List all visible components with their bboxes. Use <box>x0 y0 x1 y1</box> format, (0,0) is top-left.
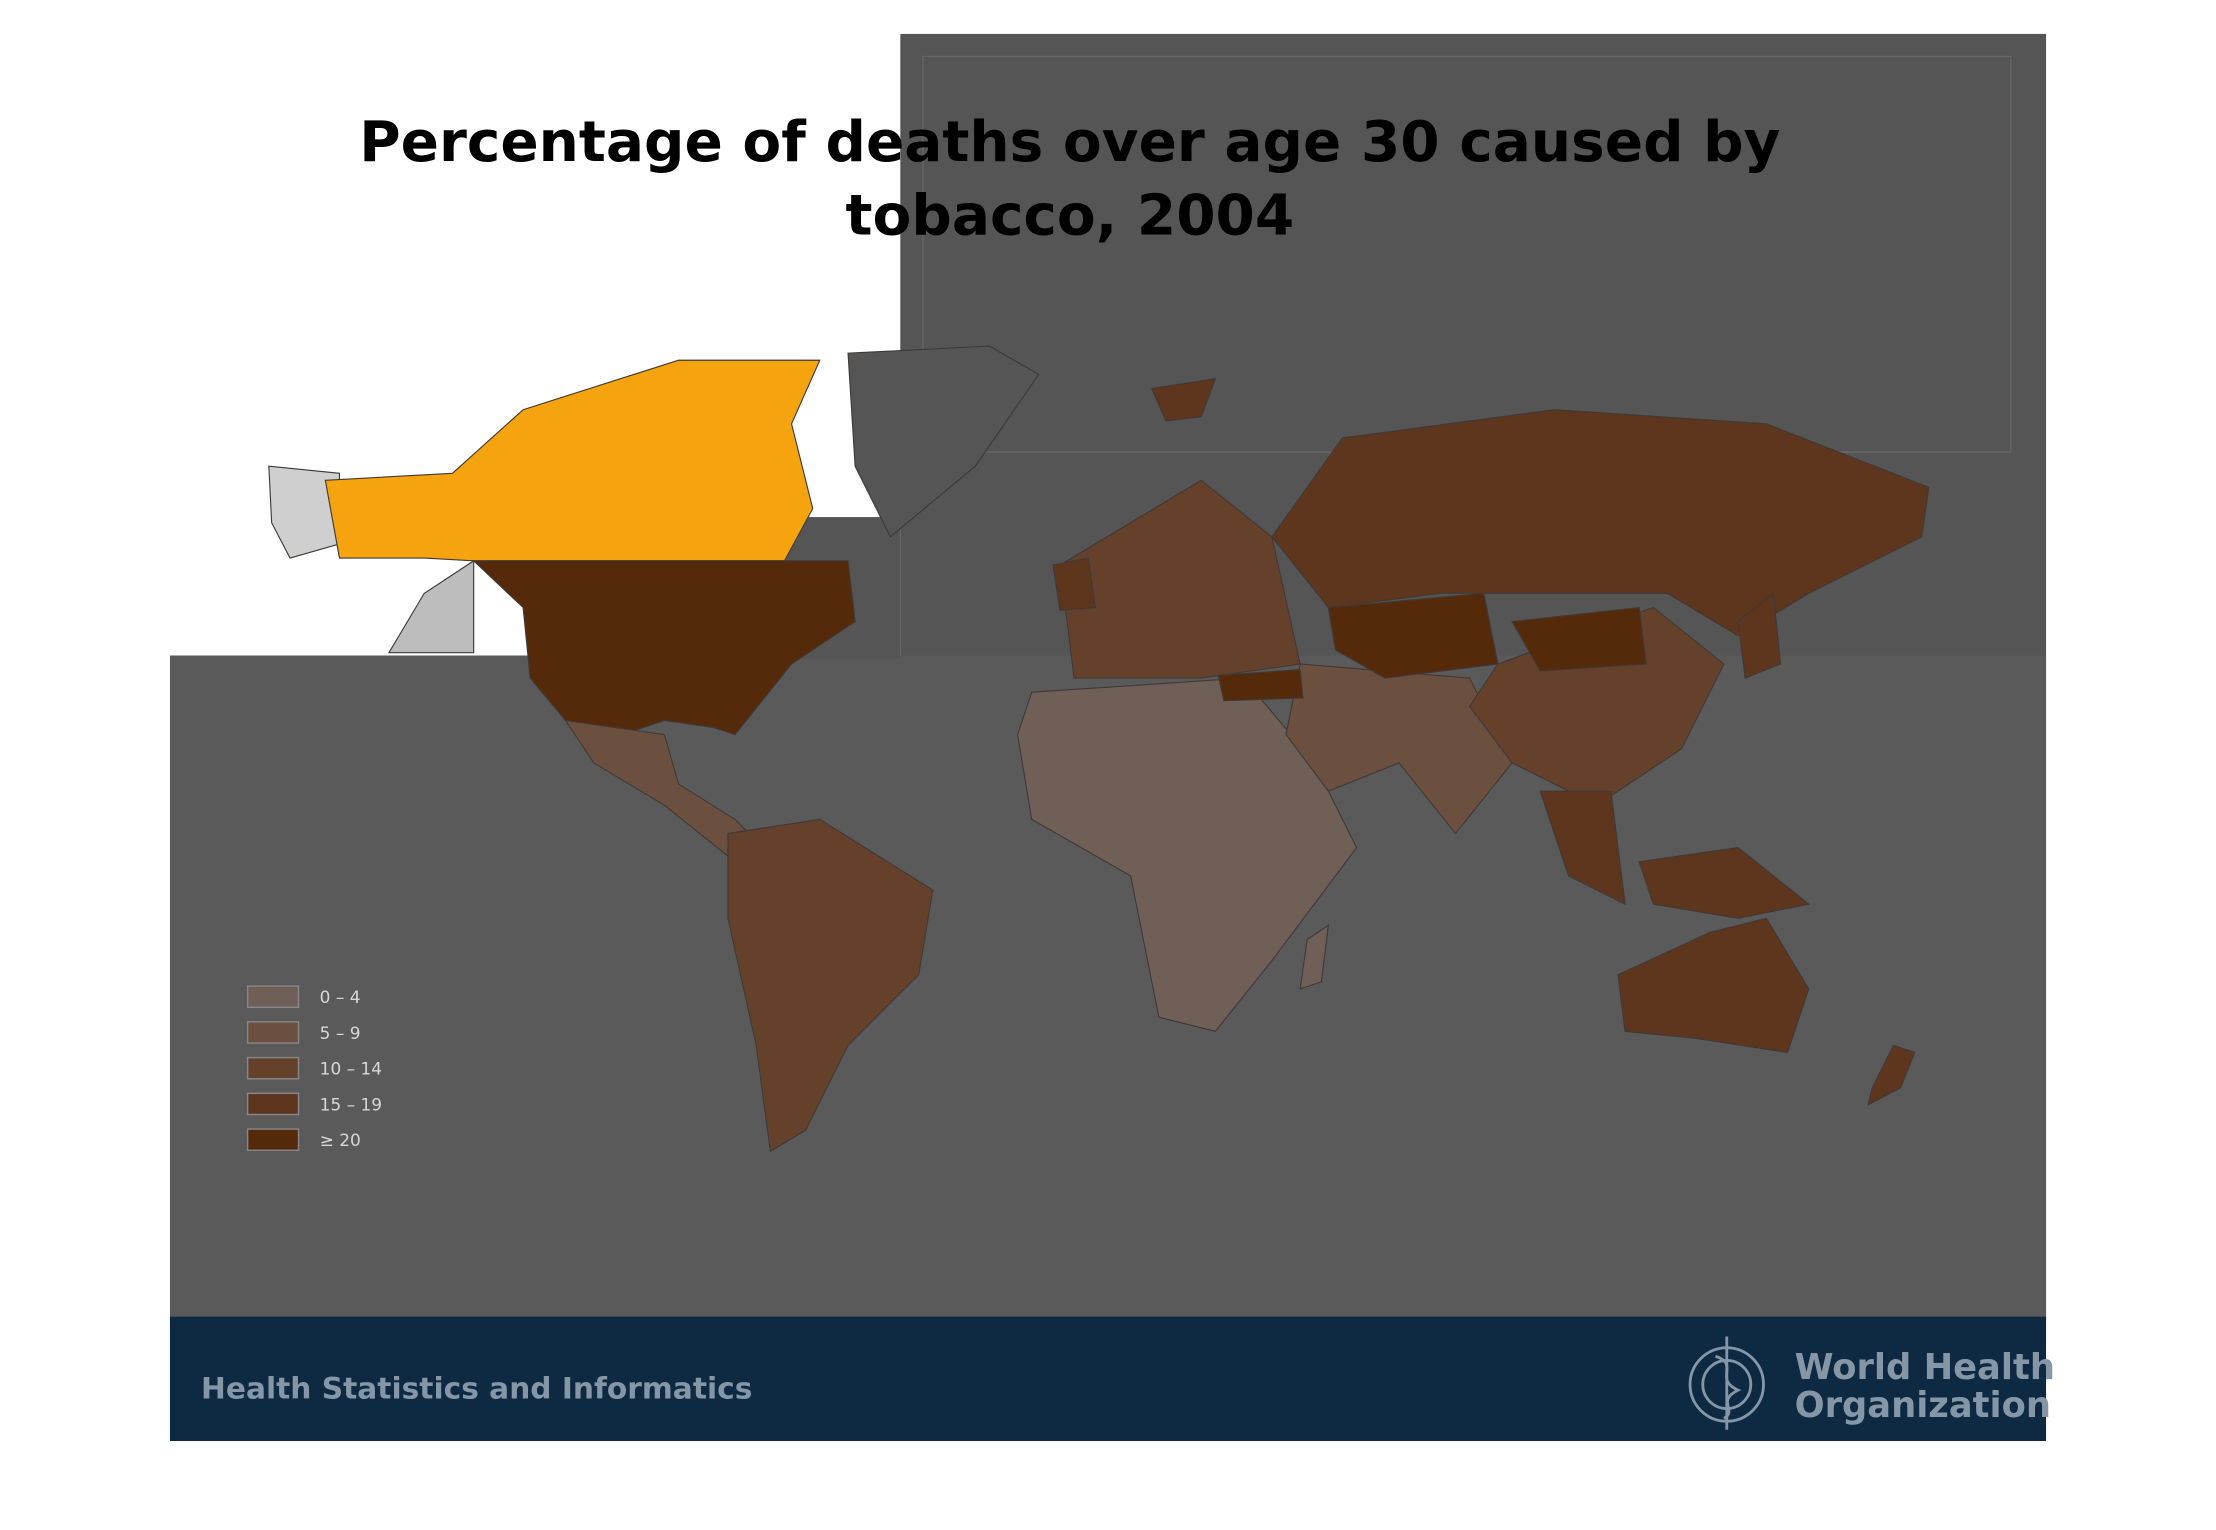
land <box>1285 663 1513 835</box>
legend-swatch <box>246 1092 300 1116</box>
land <box>1867 1044 1916 1106</box>
land <box>1327 592 1499 679</box>
legend-swatch <box>246 1056 300 1080</box>
land <box>1271 409 1930 637</box>
title-line: Percentage of deaths over age 30 caused … <box>359 110 1780 175</box>
land <box>1737 592 1782 679</box>
land <box>727 818 934 1153</box>
land <box>847 345 1040 538</box>
legend-swatch <box>246 1128 300 1151</box>
legend-swatch <box>246 985 300 1008</box>
land <box>1539 790 1626 906</box>
world-map <box>268 345 1930 1153</box>
legend-label: ≥ 20 <box>320 1130 361 1150</box>
legend-label: 0 – 4 <box>320 987 361 1007</box>
legend-label: 10 – 14 <box>320 1059 382 1079</box>
title-line: tobacco, 2004 <box>846 184 1295 249</box>
title: Percentage of deaths over age 30 caused … <box>359 110 1780 248</box>
land <box>472 560 856 736</box>
logo-text: Organization <box>1795 1385 2051 1426</box>
land <box>1150 377 1217 422</box>
land <box>1052 557 1096 611</box>
land <box>268 465 341 559</box>
land <box>1617 917 1810 1054</box>
legend-label: 15 – 19 <box>320 1094 382 1114</box>
logo-text: World Health <box>1795 1347 2055 1388</box>
land <box>1299 924 1330 990</box>
land <box>1217 669 1304 702</box>
land <box>324 359 821 562</box>
legend-label: 5 – 9 <box>320 1023 361 1043</box>
land <box>1638 847 1811 919</box>
land <box>1511 606 1647 672</box>
who-emblem <box>1688 1336 1765 1430</box>
legend-swatch <box>246 1021 300 1044</box>
legend: 0 – 4 5 – 9 10 – 14 15 – 19 ≥ 20 <box>246 985 382 1151</box>
footer-text: Health Statistics and Informatics <box>201 1371 752 1406</box>
